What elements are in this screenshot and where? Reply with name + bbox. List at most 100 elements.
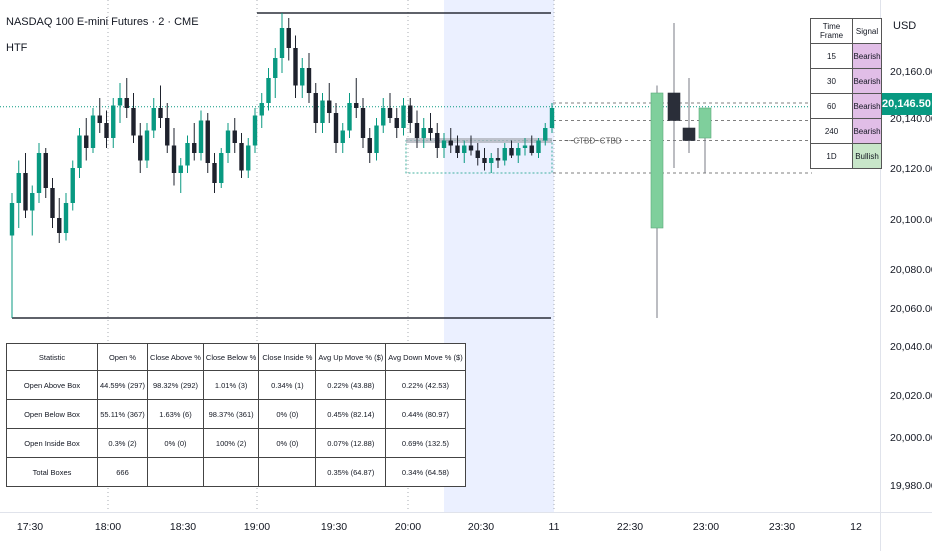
stats-cell: 0.35% (64.87)	[315, 457, 387, 487]
signal-tf: 15	[810, 43, 853, 69]
ltf-candle-body	[536, 140, 541, 153]
htf-candle-body	[698, 107, 712, 139]
time-tick: 18:00	[94, 521, 122, 533]
ltf-candle-body	[516, 148, 521, 156]
ltf-candle-body	[97, 115, 102, 123]
signal-tf: 60	[810, 93, 853, 119]
time-tick: 12	[850, 521, 862, 533]
stats-cell: 0% (0)	[258, 399, 317, 429]
ltf-candle-body	[144, 130, 150, 161]
ltf-candle-body	[131, 108, 136, 136]
time-axis[interactable]	[0, 512, 880, 551]
price-tick: 20,060.00	[890, 303, 932, 315]
time-tick: 19:00	[243, 521, 271, 533]
stats-cell: 98.37% (361)	[202, 399, 260, 429]
ltf-candle-body	[90, 115, 96, 148]
stats-header: Statistic	[6, 343, 98, 371]
indicator-label[interactable]: HTF	[6, 42, 28, 54]
ltf-candle-body	[84, 135, 89, 148]
ltf-candle-body	[286, 28, 291, 48]
stats-cell: 55.11% (367)	[96, 399, 149, 429]
ltf-candle-body	[192, 143, 197, 153]
ltf-candle-body	[239, 143, 244, 171]
ltf-candle-body	[252, 115, 258, 146]
stats-cell: 0% (0)	[258, 428, 317, 458]
ltf-candle-body	[522, 145, 528, 148]
htf-candle-body	[667, 92, 681, 121]
ltf-candle-body	[246, 145, 251, 171]
stats-cell	[202, 457, 260, 487]
price-tick: 19,980.00	[890, 480, 932, 492]
signal-row: 1D Bullish	[810, 143, 882, 169]
ltf-candle-body	[340, 130, 345, 143]
ltf-candle-body	[117, 98, 123, 106]
ltf-candle-body	[23, 173, 28, 211]
signal-value: Bearish	[852, 68, 882, 94]
stats-cell: 0.45% (82.14)	[315, 399, 387, 429]
symbol-title[interactable]: NASDAQ 100 E-mini Futures · 2 · CME	[6, 16, 199, 28]
stats-cell: 0.07% (12.88)	[315, 428, 387, 458]
price-tick: 20,140.00	[890, 113, 932, 125]
signal-header-row: Time Frame Signal	[810, 18, 882, 44]
ltf-candle-body	[9, 203, 15, 236]
ltf-candle-body	[354, 103, 359, 108]
time-tick: 17:30	[16, 521, 44, 533]
stats-cell: 1.01% (3)	[202, 370, 260, 400]
stats-cell: 100% (2)	[202, 428, 260, 458]
time-tick: 23:00	[692, 521, 720, 533]
ltf-candle-body	[30, 193, 35, 211]
stats-row: Open Above Box 44.59% (297) 98.32% (292)…	[6, 370, 466, 400]
stats-header: Close Inside %	[258, 343, 317, 371]
axis-corner[interactable]	[880, 512, 932, 551]
ltf-candle-body	[549, 108, 555, 128]
htf-candle-body	[682, 127, 696, 141]
price-axis[interactable]	[880, 0, 932, 512]
ltf-candle-body	[381, 108, 386, 126]
ltf-candle-body	[259, 103, 264, 116]
ltf-candle-body	[495, 158, 501, 161]
header-time-frame: Time Frame	[810, 18, 853, 44]
ltf-candle-body	[327, 100, 332, 113]
price-tick: 20,120.00	[890, 163, 932, 175]
ltf-candle-body	[232, 130, 237, 143]
ltf-candle-body	[300, 68, 305, 86]
ltf-candle-body	[266, 78, 271, 103]
time-tick: 18:30	[169, 521, 197, 533]
ltf-candle-body	[158, 108, 163, 118]
ltf-candle-body	[367, 138, 372, 153]
signal-value: Bearish	[852, 93, 882, 119]
ltf-candle-body	[394, 118, 399, 128]
ltf-candle-body	[57, 218, 62, 233]
stats-cell: Open Inside Box	[6, 428, 98, 458]
time-tick: 22:30	[616, 521, 644, 533]
ltf-candle-body	[273, 58, 278, 78]
stats-cell: 0.69% (132.5)	[385, 428, 466, 458]
stats-cell: 0.22% (42.53)	[385, 370, 466, 400]
currency-label[interactable]: USD	[893, 20, 917, 32]
time-tick: 23:30	[768, 521, 796, 533]
stats-header: Close Above %	[147, 343, 204, 371]
ltf-candle-body	[306, 68, 312, 93]
signal-value: Bearish	[852, 118, 882, 144]
signal-tf: 1D	[810, 143, 853, 169]
ltf-candle-body	[489, 158, 494, 163]
ltf-candle-body	[279, 28, 285, 58]
ltf-candle-body	[77, 135, 82, 168]
ltf-candle-body	[529, 145, 534, 153]
stats-cell: 0.44% (80.97)	[385, 399, 466, 429]
ltf-candle-body	[421, 128, 426, 138]
stats-header: Avg Down Move % ($)	[385, 343, 466, 371]
ltf-candle-body	[313, 93, 318, 123]
ltf-candle-body	[219, 153, 224, 183]
ltf-candle-body	[198, 120, 204, 153]
ltf-candle-body	[70, 168, 75, 203]
signal-row: 60 Bearish	[810, 93, 882, 119]
price-tick: 20,040.00	[890, 341, 932, 353]
htf-box-band	[406, 138, 552, 143]
signal-row: 240 Bearish	[810, 118, 882, 144]
ltf-candle-body	[502, 148, 507, 161]
stats-cell: Total Boxes	[6, 457, 98, 487]
ltf-candle-body	[448, 140, 453, 146]
stats-cell: 0% (0)	[147, 428, 204, 458]
ltf-candle-body	[63, 203, 69, 233]
